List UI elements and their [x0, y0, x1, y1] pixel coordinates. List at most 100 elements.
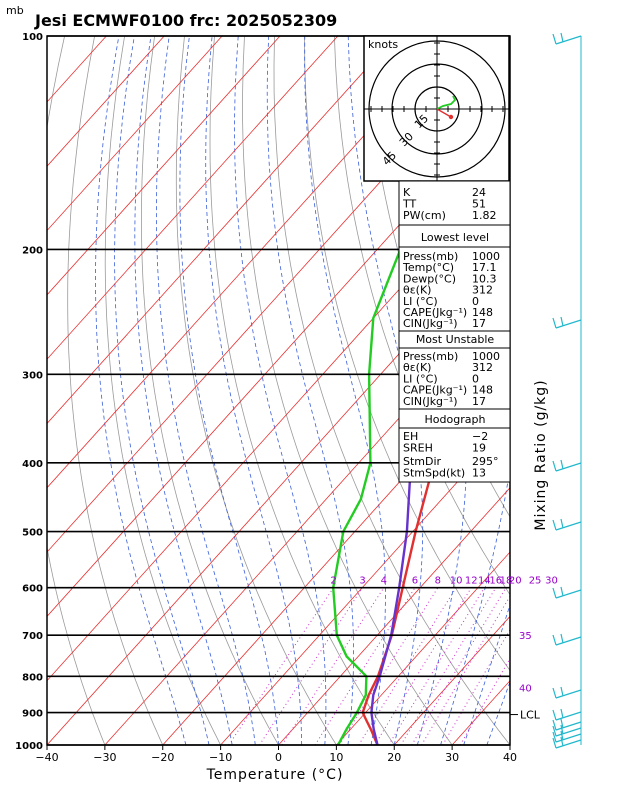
- dewpoint-profile: [331, 36, 510, 745]
- most-unstable-header: Most Unstable: [416, 333, 495, 346]
- wind-barb-flag: [552, 709, 557, 721]
- wind-barb: [555, 711, 582, 721]
- wind-barb-flag: [552, 33, 557, 45]
- mixing-ratio-label: 8: [435, 576, 441, 587]
- isotherm: [47, 36, 107, 103]
- mixing-ratio-line: [421, 595, 510, 745]
- dry-adiabat: [209, 36, 395, 745]
- lowest-value: 148: [472, 306, 493, 319]
- storm-label: StmDir: [403, 455, 442, 468]
- wind-barb-flag: [560, 459, 564, 470]
- unstable-label: CIN(Jkg⁻¹): [403, 395, 458, 408]
- mixing-ratio-label: 30: [545, 576, 558, 587]
- moist-adiabat: [440, 36, 510, 745]
- mixing-ratio-line: [259, 587, 363, 745]
- isotherm: [47, 165, 510, 682]
- mixing-ratio-label: 18: [500, 576, 513, 587]
- isotherm: [220, 422, 510, 745]
- moist-adiabat: [463, 603, 510, 745]
- dry-adiabat: [104, 36, 221, 745]
- hodograph-info-header: Hodograph: [425, 413, 486, 426]
- wind-barb-flag: [560, 316, 564, 327]
- wind-barb-flag: [560, 686, 564, 697]
- lowest-value: 17.1: [472, 261, 497, 274]
- indices-box: [398, 180, 511, 226]
- index-value: 1.82: [472, 209, 497, 222]
- wind-barb-flag: [552, 737, 557, 749]
- unstable-value: 1000: [472, 350, 500, 363]
- dry-adiabat: [140, 36, 279, 745]
- lcl-label: LCL: [520, 709, 541, 722]
- isotherm: [47, 36, 223, 232]
- mixing-ratio-label: 6: [412, 576, 418, 587]
- x-tick-label: 20: [387, 751, 401, 764]
- wind-barb: [555, 636, 582, 646]
- mixing-ratio-label: 2: [330, 576, 336, 587]
- mixing-ratio-label: 14: [478, 576, 491, 587]
- wind-barb: [555, 319, 582, 329]
- isotherm: [47, 36, 281, 296]
- hodograph-trace: [436, 95, 457, 110]
- right-axis-label: Mixing Ratio (g/kg): [533, 379, 549, 530]
- lowest-value: 1000: [472, 250, 500, 263]
- isotherm: [47, 36, 165, 167]
- wind-barb-flag: [552, 519, 557, 531]
- moist-adiabat: [179, 36, 279, 745]
- pressure-tick-label: 600: [22, 584, 43, 595]
- mixing-ratio-line: [411, 587, 507, 745]
- pressure-tick-label: 700: [22, 631, 43, 642]
- wind-barb: [555, 733, 582, 743]
- dry-adiabat: [604, 36, 618, 745]
- unit-mb-label: mb: [6, 4, 24, 17]
- isotherm: [47, 36, 339, 360]
- dry-adiabat: [242, 36, 453, 745]
- storm-motion-dot: [448, 114, 454, 120]
- lowest-level-header: Lowest level: [421, 231, 489, 244]
- lowest-label: Press(mb): [403, 250, 458, 263]
- wind-barb: [555, 727, 582, 737]
- moist-adiabat: [155, 36, 256, 745]
- mixing-ratio-label: 16: [489, 576, 502, 587]
- pressure-tick-label: 100: [22, 32, 43, 43]
- lowest-label: θε(K): [403, 284, 431, 297]
- mixing-ratio-line: [388, 587, 485, 745]
- lowest-label: CIN(Jkg⁻¹): [403, 317, 458, 330]
- hodo-value: −2: [472, 430, 488, 443]
- theta-e-label: 40: [519, 684, 532, 695]
- wind-barb-flag: [552, 317, 557, 329]
- dry-adiabat: [304, 36, 510, 672]
- moist-adiabat: [304, 36, 386, 745]
- mixing-ratio-line: [314, 587, 416, 745]
- mixing-ratio-line: [459, 657, 510, 745]
- moist-adiabat: [347, 36, 424, 745]
- lowest-label: Dewp(°C): [403, 272, 456, 285]
- mixing-ratio-label: 4: [381, 576, 387, 587]
- x-tick-label: −10: [209, 751, 232, 764]
- wind-barb-flag: [560, 708, 564, 719]
- x-axis-label: Temperature (°C): [206, 767, 344, 783]
- unstable-label: Press(mb): [403, 350, 458, 363]
- mixing-ratio-label: 10: [450, 576, 463, 587]
- wind-barb-flag: [552, 687, 557, 699]
- wind-barb-flag: [560, 32, 564, 43]
- isotherm: [393, 615, 510, 745]
- isotherm: [336, 551, 510, 745]
- wind-barb-flag: [552, 719, 557, 731]
- unstable-label: CAPE(Jkg⁻¹): [403, 384, 467, 397]
- wind-barb: [555, 721, 582, 731]
- moist-adiabat: [234, 36, 327, 745]
- lowest-value: 17: [472, 317, 486, 330]
- x-tick-label: 10: [329, 751, 343, 764]
- unstable-value: 0: [472, 372, 479, 385]
- lowest-label: LI (°C): [403, 295, 438, 308]
- moist-adiabat: [95, 36, 187, 745]
- wind-barb-flag: [560, 718, 564, 729]
- isotherm: [278, 487, 510, 745]
- wind-barb-flag: [560, 518, 564, 529]
- dry-adiabat: [67, 36, 164, 745]
- x-tick-label: −30: [93, 751, 116, 764]
- index-value: 51: [472, 198, 486, 211]
- isotherm: [47, 229, 510, 745]
- pressure-tick-label: 800: [22, 672, 43, 683]
- wind-barb-flag: [560, 736, 564, 747]
